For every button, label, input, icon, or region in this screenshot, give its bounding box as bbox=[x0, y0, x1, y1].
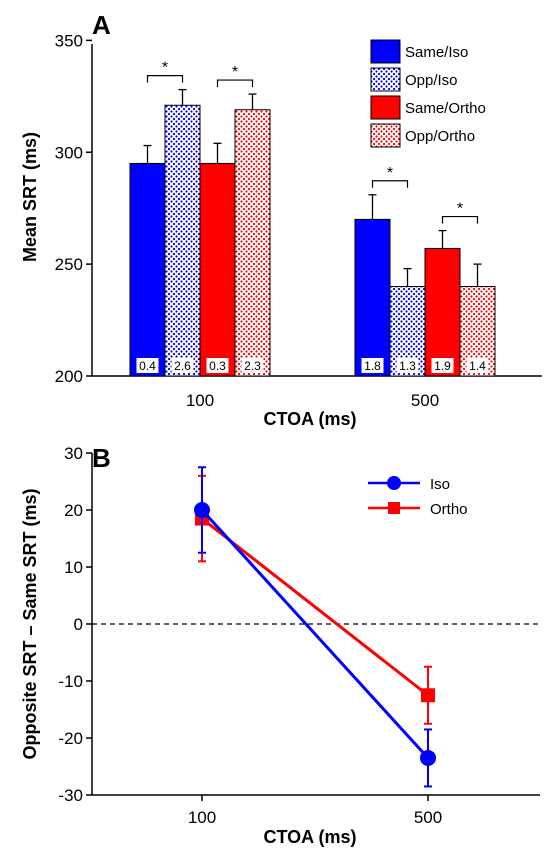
x-tick-label: 100 bbox=[186, 391, 214, 410]
y-tick-label: 10 bbox=[64, 558, 83, 577]
y-axis-title: Opposite SRT – Same SRT (ms) bbox=[20, 488, 40, 759]
panel-b-line-chart: B -30 -20 -10 0 10 20 30 100 500 CTOA (ms) Opposite… bbox=[20, 443, 540, 847]
bar bbox=[129, 162, 166, 377]
y-tick-label: -30 bbox=[58, 786, 83, 805]
legend-marker bbox=[388, 502, 400, 514]
bar bbox=[424, 247, 461, 377]
bar-value-label-bg bbox=[206, 358, 229, 373]
bar-value-label-bg bbox=[431, 358, 454, 373]
y-tick-label: 30 bbox=[64, 444, 83, 463]
data-point bbox=[421, 688, 435, 703]
series-line bbox=[200, 508, 430, 759]
bar-value-label: 2.6 bbox=[174, 359, 191, 373]
bar-value-label-bg bbox=[466, 358, 489, 373]
data-point bbox=[420, 749, 436, 766]
significance-bracket bbox=[216, 79, 254, 88]
x-tick-label: 500 bbox=[411, 391, 439, 410]
significance-star: * bbox=[457, 201, 463, 218]
legend-label: Same/Ortho bbox=[405, 100, 486, 117]
bar-value-label: 2.3 bbox=[244, 359, 261, 373]
legend-label: Same/Iso bbox=[405, 44, 468, 61]
legend-swatch bbox=[370, 123, 401, 148]
bar-value-label-bg bbox=[396, 358, 419, 373]
legend-label: Opp/Iso bbox=[405, 72, 458, 89]
x-axis-title: CTOA (ms) bbox=[263, 827, 356, 847]
bar-value-label-bg bbox=[171, 358, 194, 373]
x-tick-label: 100 bbox=[188, 808, 216, 827]
y-axis-title: Mean SRT (ms) bbox=[20, 132, 40, 262]
significance-bracket bbox=[146, 75, 184, 83]
x-axis-title: CTOA (ms) bbox=[263, 409, 356, 429]
legend-label: Ortho bbox=[430, 501, 468, 518]
bar-value-label-bg bbox=[241, 358, 264, 373]
legend-marker bbox=[387, 476, 401, 490]
bar-value-label: 0.3 bbox=[209, 359, 226, 373]
significance-star: * bbox=[232, 64, 238, 81]
legend-swatch bbox=[370, 67, 401, 92]
bar-value-label: 1.4 bbox=[469, 359, 486, 373]
bar-value-label: 1.8 bbox=[364, 359, 381, 373]
significance-bracket bbox=[371, 180, 409, 188]
bar bbox=[234, 109, 271, 377]
bar-value-label: 1.9 bbox=[434, 359, 451, 373]
bar-value-label: 0.4 bbox=[139, 359, 156, 373]
legend-swatch bbox=[370, 95, 401, 120]
y-tick-label: 350 bbox=[55, 31, 83, 50]
bar bbox=[354, 218, 391, 377]
bar-value-label: 1.3 bbox=[399, 359, 416, 373]
panel-b-letter: B bbox=[92, 443, 111, 473]
significance-bracket bbox=[441, 215, 479, 224]
legend-label: Opp/Ortho bbox=[405, 128, 475, 145]
y-tick-label: 20 bbox=[64, 501, 83, 520]
y-tick-label: 250 bbox=[55, 255, 83, 274]
y-tick-label: 300 bbox=[55, 143, 83, 162]
legend-label: Iso bbox=[430, 476, 450, 493]
data-point bbox=[194, 502, 210, 518]
y-tick-label: 200 bbox=[55, 367, 83, 386]
y-tick-label: 0 bbox=[74, 615, 83, 634]
x-tick-label: 500 bbox=[414, 808, 442, 827]
significance-star: * bbox=[387, 165, 393, 182]
significance-star: * bbox=[162, 60, 168, 77]
y-tick-label: -10 bbox=[58, 672, 83, 691]
legend-swatch bbox=[370, 39, 401, 64]
bar-value-label-bg bbox=[136, 358, 159, 373]
y-tick-label: -20 bbox=[58, 729, 83, 748]
series-line bbox=[201, 517, 429, 697]
panel-a-bar-chart: A 200 250 300 350 100 500 CTOA (ms) Mean SRT (ms… bbox=[20, 10, 542, 429]
bar bbox=[164, 104, 201, 377]
panel-a-letter: A bbox=[92, 10, 111, 40]
bar bbox=[199, 162, 236, 377]
bar-value-label-bg bbox=[361, 358, 384, 373]
